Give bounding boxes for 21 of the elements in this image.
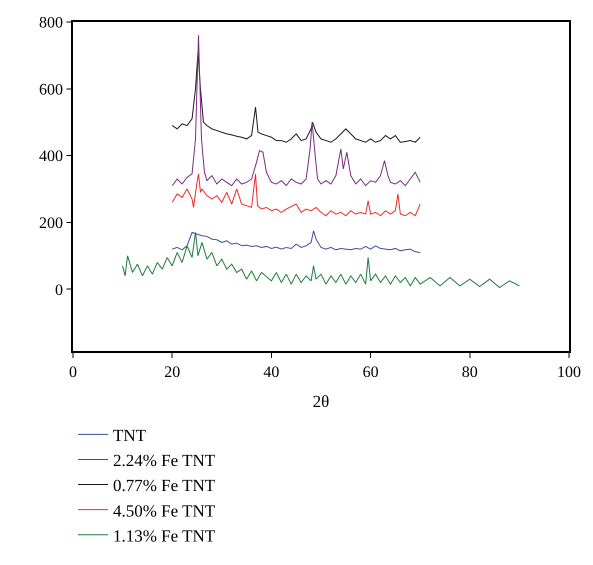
legend-label: 4.50% Fe TNT: [113, 501, 216, 520]
x-tick-label: 60: [362, 364, 379, 381]
x-tick-label: 20: [164, 364, 180, 381]
x-axis-title: 2θ: [312, 392, 330, 411]
line-series: [172, 34, 421, 186]
legend-label: TNT: [113, 426, 147, 445]
legend-label: 2.24% Fe TNT: [113, 451, 216, 470]
y-tick-label: 600: [39, 81, 64, 98]
x-tick-label: 100: [557, 364, 581, 381]
line-series: [172, 230, 421, 253]
x-tick-label: 40: [263, 364, 280, 381]
x-tick-label: 80: [462, 364, 478, 381]
legend-label: 1.13% Fe TNT: [113, 526, 216, 546]
legend-label: 0.77% Fe TNT: [113, 476, 216, 496]
line-series: [122, 232, 520, 288]
y-tick-label: 400: [39, 148, 64, 166]
x-tick-label: 0: [69, 364, 77, 381]
y-tick-label: 0: [55, 282, 64, 299]
y-tick-label: 200: [39, 215, 64, 232]
y-tick-label: 800: [39, 14, 64, 32]
line-series: [172, 173, 421, 216]
